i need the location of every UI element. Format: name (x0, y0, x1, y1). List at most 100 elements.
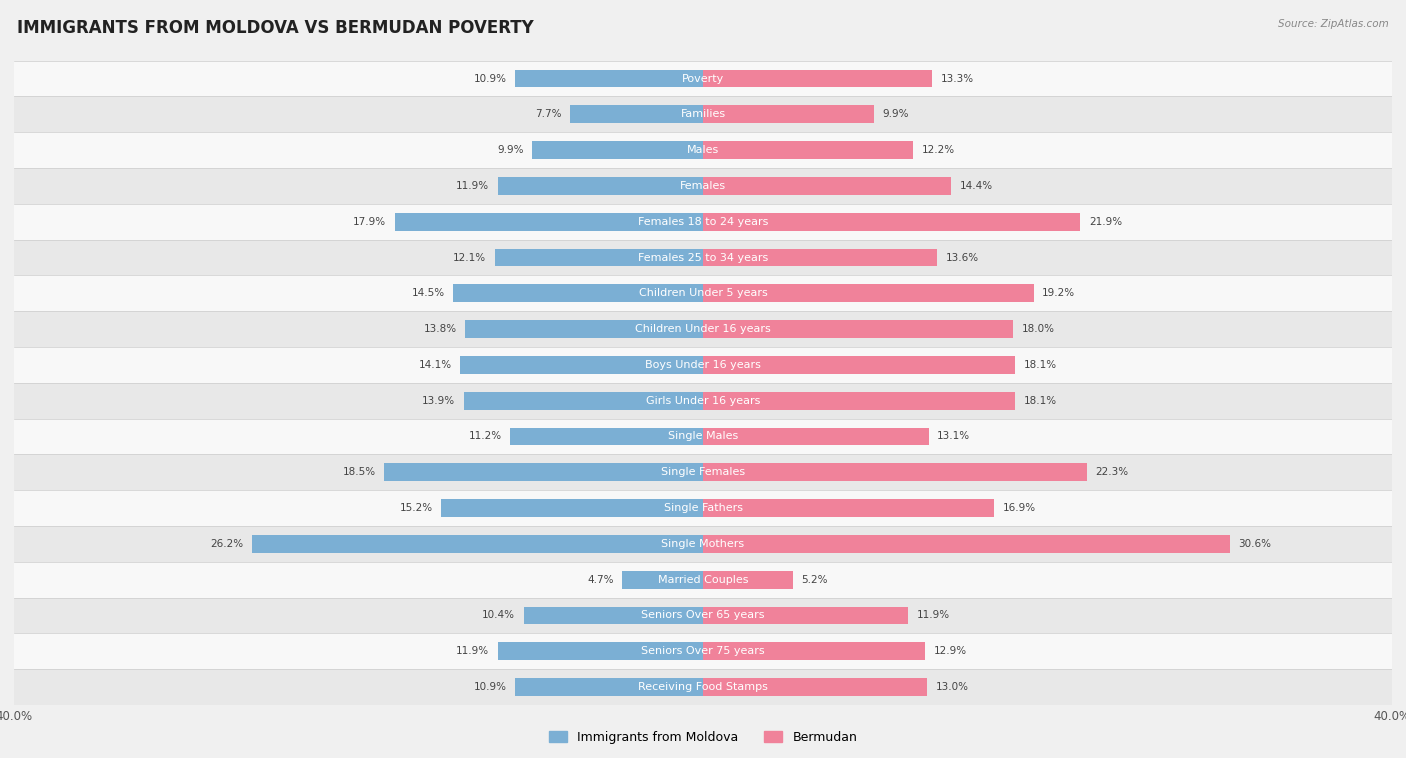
Text: Females: Females (681, 181, 725, 191)
Bar (515, 70, 703, 87)
Bar (14, 526, 1392, 562)
Text: Boys Under 16 years: Boys Under 16 years (645, 360, 761, 370)
Text: 10.4%: 10.4% (482, 610, 515, 621)
Bar (703, 213, 1080, 230)
Text: 11.9%: 11.9% (917, 610, 949, 621)
Bar (703, 642, 925, 660)
Bar (14, 240, 1392, 275)
Bar (495, 249, 703, 267)
Text: Poverty: Poverty (682, 74, 724, 83)
Text: 14.5%: 14.5% (412, 288, 444, 299)
Text: 12.9%: 12.9% (934, 647, 967, 656)
Text: Single Males: Single Males (668, 431, 738, 441)
Text: 13.8%: 13.8% (423, 324, 457, 334)
Bar (252, 535, 703, 553)
Text: Receiving Food Stamps: Receiving Food Stamps (638, 682, 768, 692)
Text: IMMIGRANTS FROM MOLDOVA VS BERMUDAN POVERTY: IMMIGRANTS FROM MOLDOVA VS BERMUDAN POVE… (17, 19, 534, 37)
Text: 15.2%: 15.2% (399, 503, 433, 513)
Text: 9.9%: 9.9% (882, 109, 908, 119)
Text: 13.3%: 13.3% (941, 74, 974, 83)
Bar (703, 320, 1012, 338)
Bar (533, 141, 703, 159)
Bar (515, 678, 703, 696)
Text: 11.9%: 11.9% (457, 647, 489, 656)
Text: 14.1%: 14.1% (419, 360, 451, 370)
Bar (703, 463, 1087, 481)
Text: Seniors Over 65 years: Seniors Over 65 years (641, 610, 765, 621)
Text: Source: ZipAtlas.com: Source: ZipAtlas.com (1278, 19, 1389, 29)
Bar (14, 383, 1392, 418)
Text: 4.7%: 4.7% (586, 575, 613, 584)
Text: 18.1%: 18.1% (1024, 360, 1056, 370)
Bar (703, 249, 938, 267)
Bar (703, 535, 1230, 553)
Bar (14, 634, 1392, 669)
Bar (453, 284, 703, 302)
Bar (498, 642, 703, 660)
Text: Males: Males (688, 145, 718, 155)
Bar (384, 463, 703, 481)
Text: 13.0%: 13.0% (935, 682, 969, 692)
Bar (14, 669, 1392, 705)
Text: 18.5%: 18.5% (343, 467, 375, 478)
Text: 10.9%: 10.9% (474, 74, 506, 83)
Bar (441, 499, 703, 517)
Bar (14, 168, 1392, 204)
Text: Females 18 to 24 years: Females 18 to 24 years (638, 217, 768, 227)
Text: Single Females: Single Females (661, 467, 745, 478)
Text: 18.0%: 18.0% (1022, 324, 1054, 334)
Text: Single Fathers: Single Fathers (664, 503, 742, 513)
Bar (14, 562, 1392, 597)
Bar (510, 428, 703, 446)
Bar (14, 347, 1392, 383)
Bar (571, 105, 703, 124)
Bar (14, 490, 1392, 526)
Bar (703, 284, 1033, 302)
Bar (464, 392, 703, 409)
Text: 12.1%: 12.1% (453, 252, 486, 262)
Bar (14, 132, 1392, 168)
Legend: Immigrants from Moldova, Bermudan: Immigrants from Moldova, Bermudan (548, 731, 858, 744)
Text: 21.9%: 21.9% (1088, 217, 1122, 227)
Text: 11.9%: 11.9% (457, 181, 489, 191)
Bar (703, 70, 932, 87)
Bar (703, 606, 908, 625)
Text: 13.1%: 13.1% (938, 431, 970, 441)
Text: 10.9%: 10.9% (474, 682, 506, 692)
Bar (14, 312, 1392, 347)
Bar (703, 356, 1015, 374)
Text: Children Under 16 years: Children Under 16 years (636, 324, 770, 334)
Bar (703, 177, 950, 195)
Bar (703, 571, 793, 589)
Bar (703, 392, 1015, 409)
Bar (395, 213, 703, 230)
Bar (703, 428, 928, 446)
Bar (465, 320, 703, 338)
Bar (460, 356, 703, 374)
Text: 22.3%: 22.3% (1095, 467, 1129, 478)
Bar (703, 499, 994, 517)
Text: 14.4%: 14.4% (960, 181, 993, 191)
Bar (524, 606, 703, 625)
Bar (621, 571, 703, 589)
Text: 13.9%: 13.9% (422, 396, 456, 406)
Text: Females 25 to 34 years: Females 25 to 34 years (638, 252, 768, 262)
Bar (703, 141, 912, 159)
Text: Girls Under 16 years: Girls Under 16 years (645, 396, 761, 406)
Text: 16.9%: 16.9% (1002, 503, 1036, 513)
Bar (703, 105, 873, 124)
Text: Single Mothers: Single Mothers (661, 539, 745, 549)
Bar (498, 177, 703, 195)
Text: 9.9%: 9.9% (498, 145, 524, 155)
Text: 18.1%: 18.1% (1024, 396, 1056, 406)
Bar (14, 96, 1392, 132)
Bar (14, 204, 1392, 240)
Bar (14, 454, 1392, 490)
Text: 17.9%: 17.9% (353, 217, 387, 227)
Text: 19.2%: 19.2% (1042, 288, 1076, 299)
Bar (703, 678, 927, 696)
Bar (14, 597, 1392, 634)
Text: 11.2%: 11.2% (468, 431, 502, 441)
Text: 26.2%: 26.2% (209, 539, 243, 549)
Text: 30.6%: 30.6% (1239, 539, 1271, 549)
